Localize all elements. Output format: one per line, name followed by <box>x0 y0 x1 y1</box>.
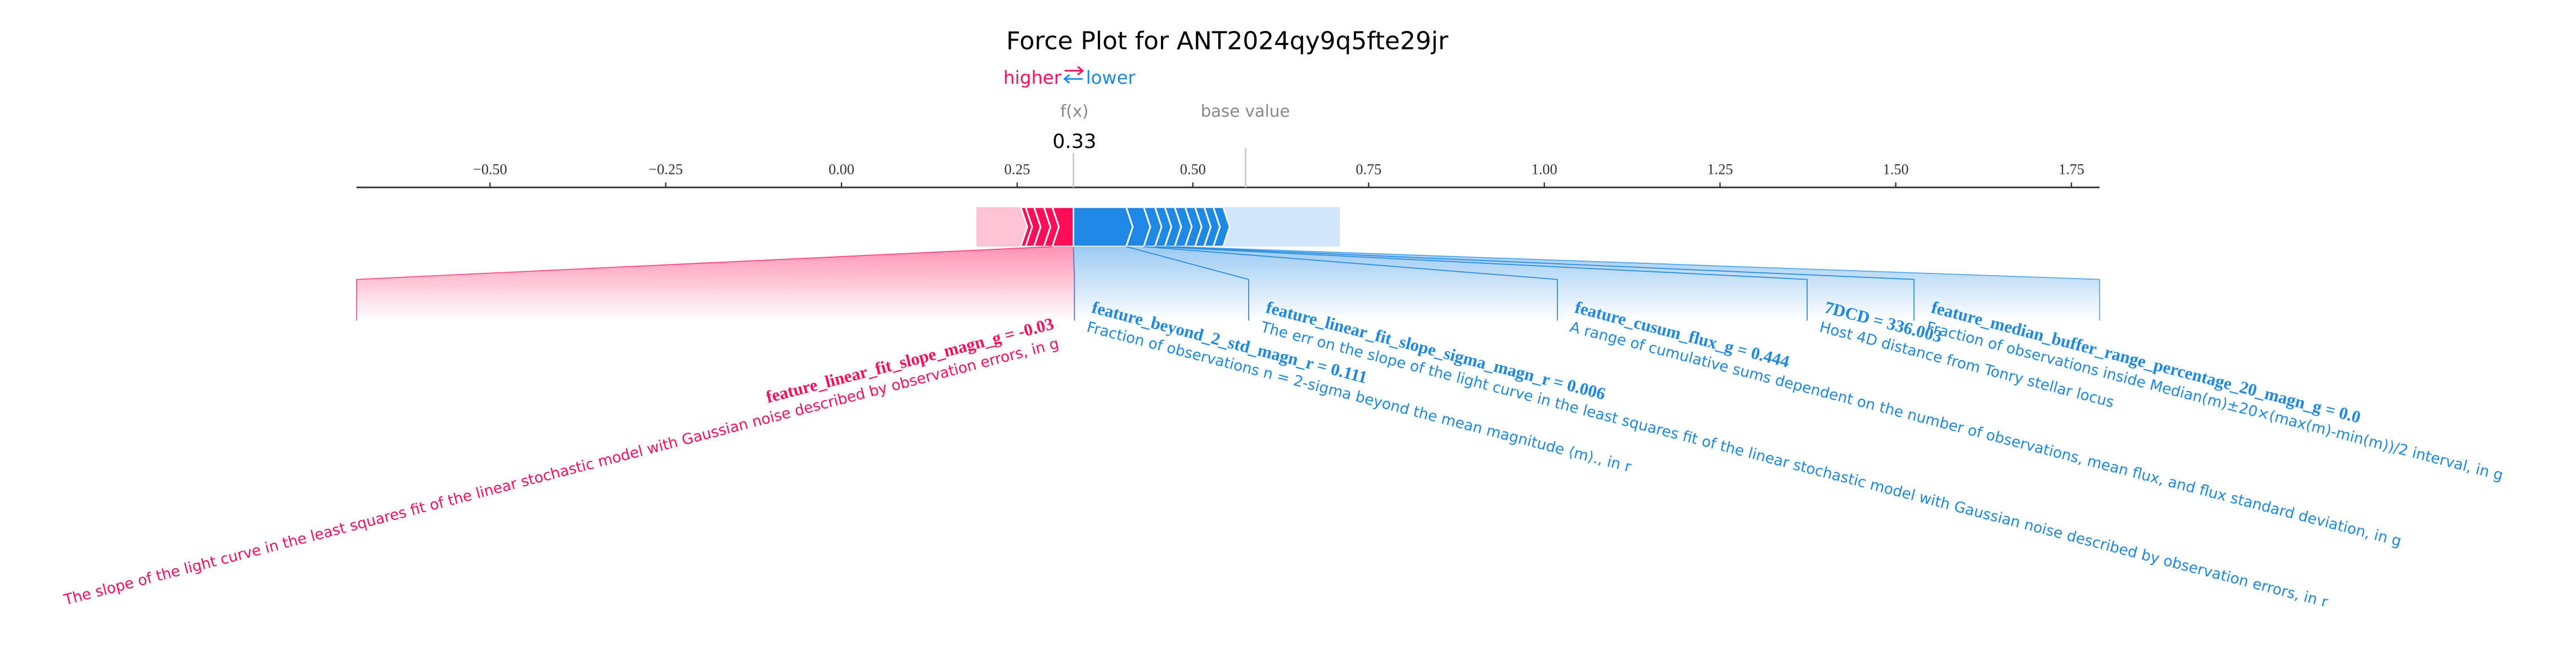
fx-label: f(x) <box>1060 101 1088 120</box>
feature-label-group: feature_median_buffer_range_percentage_2… <box>1925 298 2505 484</box>
x-tick-label: 1.50 <box>1883 161 1909 178</box>
x-tick-label: 0.25 <box>1005 161 1030 178</box>
feature-label-group: feature_linear_fit_slope_magn_g = -0.03T… <box>62 314 1061 609</box>
chart-title: Force Plot for ANT2024qy9q5fte29jr <box>1006 27 1448 56</box>
feature-label: feature_median_buffer_range_percentage_2… <box>1929 298 2362 427</box>
force-segment <box>976 207 1028 247</box>
feature-label-group: feature_linear_fit_slope_sigma_magn_r = … <box>1259 298 2330 611</box>
x-tick-label: 1.00 <box>1532 161 1557 178</box>
x-tick-label: 0.00 <box>828 161 854 178</box>
feature-description: Fraction of observations inside Median(m… <box>1925 319 2505 484</box>
x-tick-label: 1.25 <box>1707 161 1733 178</box>
label-connector <box>1126 246 1558 321</box>
label-connector <box>356 246 1075 321</box>
base-value-label: base value <box>1201 101 1290 120</box>
x-tick-label: 0.75 <box>1355 161 1381 178</box>
x-tick-label: 0.50 <box>1180 161 1206 178</box>
fx-value: 0.33 <box>1052 130 1096 153</box>
label-connector <box>1143 246 1808 321</box>
label-connector <box>1164 246 2100 321</box>
label-connector-edge <box>1164 246 2100 321</box>
higher-label: higher <box>1003 67 1062 88</box>
x-tick-label: −0.50 <box>473 161 507 178</box>
force-segment <box>1223 207 1340 247</box>
lower-label: lower <box>1086 67 1136 88</box>
feature-description: The slope of the light curve in the leas… <box>62 335 1061 609</box>
x-tick-label: 1.75 <box>2059 161 2084 178</box>
label-connector <box>1073 246 1249 321</box>
x-tick-label: −0.25 <box>648 161 683 178</box>
direction-arrows <box>1063 66 1084 84</box>
label-connector <box>1155 246 1914 321</box>
force-segment <box>1073 206 1134 248</box>
